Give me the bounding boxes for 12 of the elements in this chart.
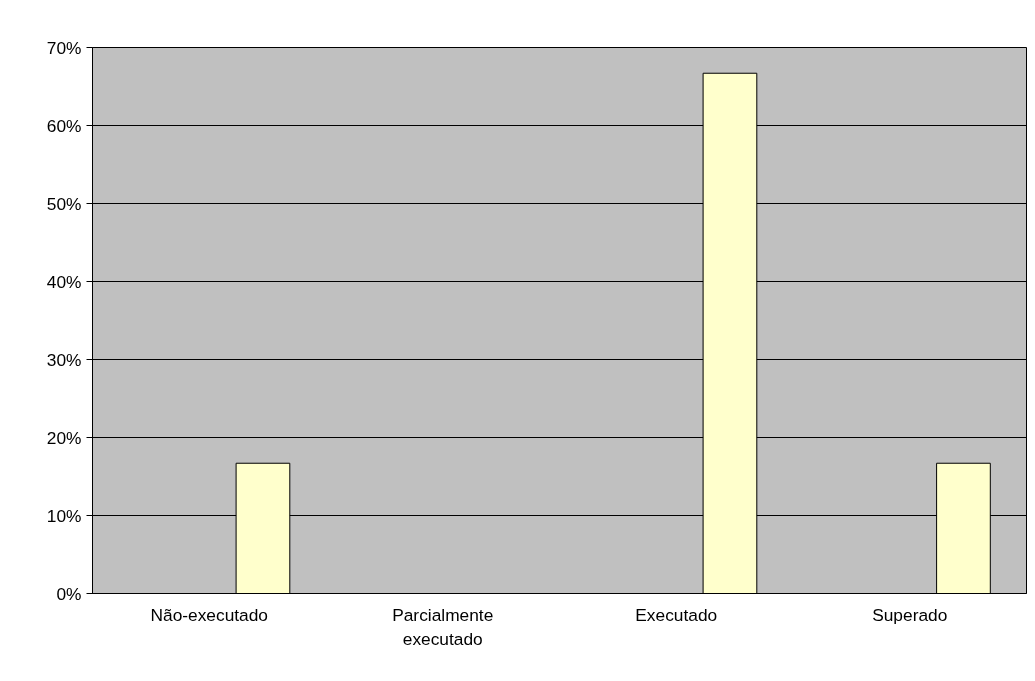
x-tick-label: Não-executado <box>150 604 269 625</box>
x-tick-label: Executado <box>635 604 718 625</box>
x-tick-label: Parcialmente executado <box>392 604 494 649</box>
y-tick-label: 30% <box>46 349 82 370</box>
y-tick-label: 20% <box>46 427 82 448</box>
y-tick-label: 10% <box>46 505 82 526</box>
y-tick-label: 0% <box>56 583 82 604</box>
y-tick-label: 50% <box>46 193 82 214</box>
y-tick-label: 70% <box>46 37 82 58</box>
y-tick-label: 60% <box>46 115 82 136</box>
y-tick-label: 40% <box>46 271 82 292</box>
x-tick-label: Superado <box>872 604 948 625</box>
